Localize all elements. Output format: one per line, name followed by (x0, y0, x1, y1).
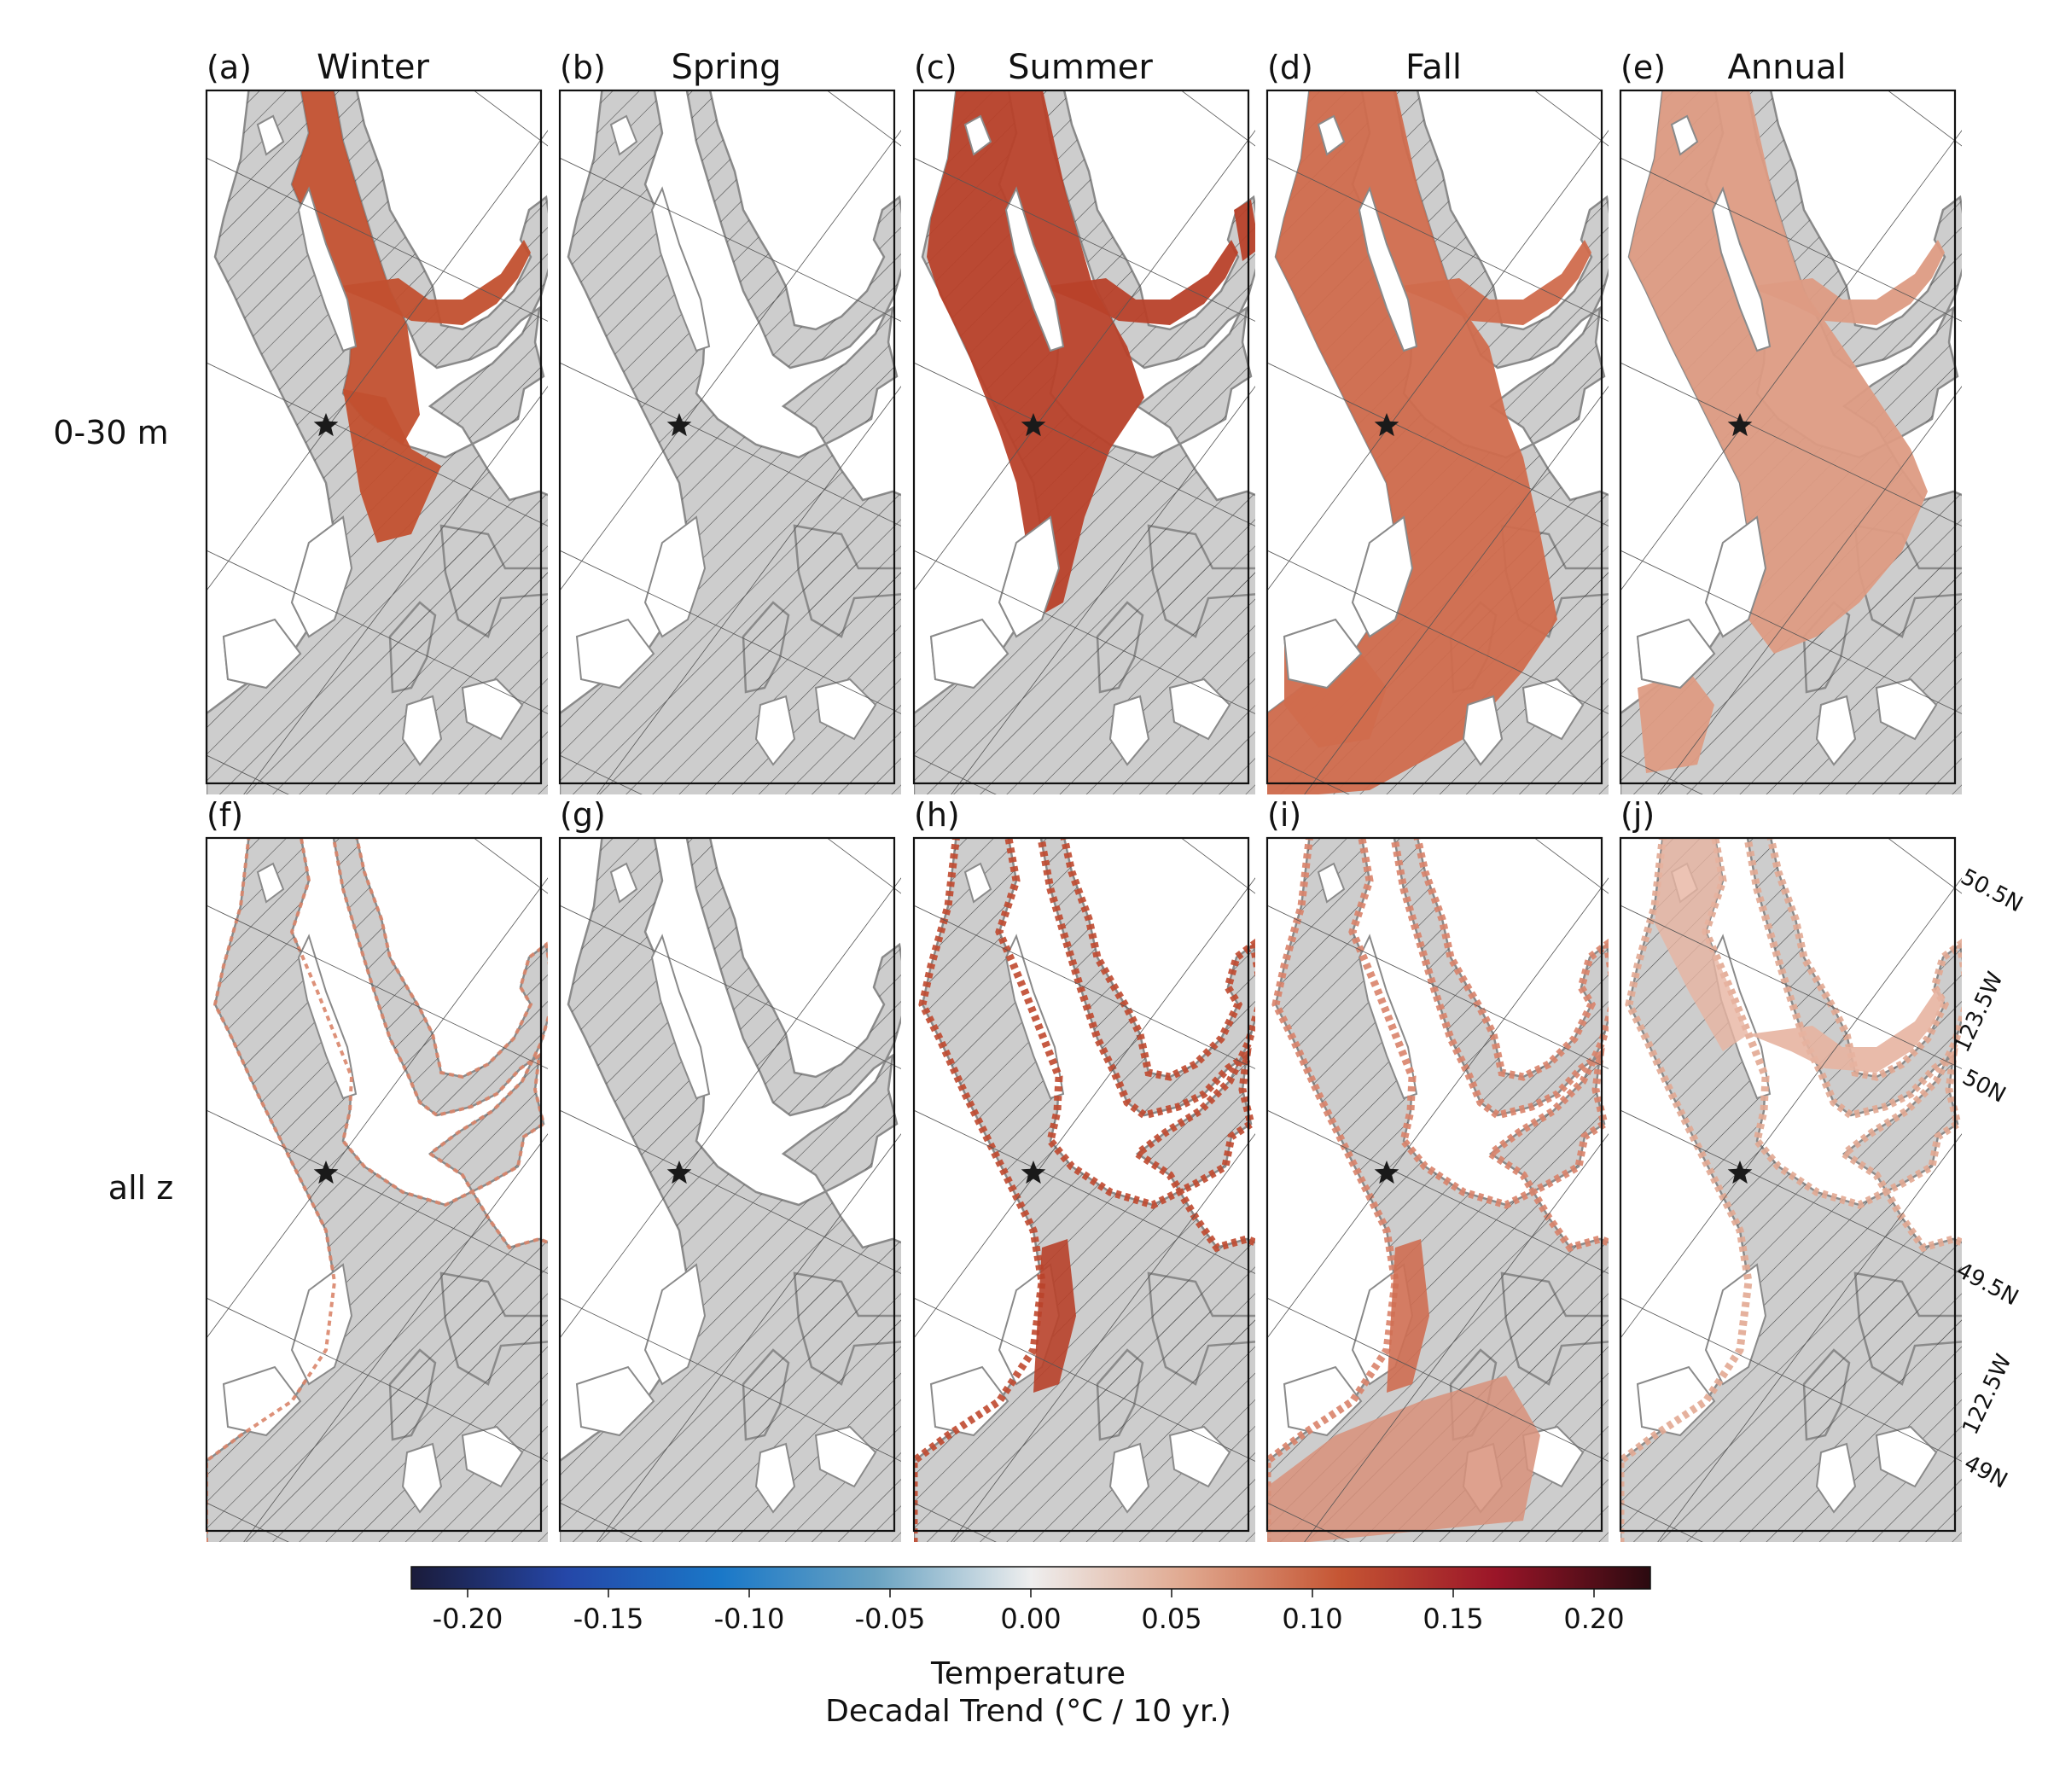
panel-letter: (b) (560, 49, 606, 86)
graticule (1267, 838, 1609, 1542)
colorbar: -0.20 -0.15 -0.10 -0.05 0.00 0.05 0.10 0.15 0.20… (410, 1566, 1651, 1729)
station-star-icon (666, 1161, 692, 1184)
colorbar-tick-label: 0.05 (1141, 1603, 1201, 1635)
significant-trend-edges (207, 838, 548, 1542)
row-label-all-depths: all z (108, 1169, 173, 1207)
panel-letter: (a) (207, 49, 252, 86)
panel-letter: (f) (207, 796, 243, 834)
graticule (207, 838, 548, 1542)
panel-letter: (d) (1267, 49, 1313, 86)
significant-trend-area (1267, 90, 1591, 794)
panel-letter: (e) (1620, 49, 1666, 86)
station-star-icon (1374, 1161, 1399, 1184)
graticule (560, 838, 901, 1542)
panel-season-title: Spring (671, 48, 781, 87)
map-panel: (b) Spring (558, 48, 901, 794)
panel-frame (1619, 89, 1957, 785)
colorbar-ticks: -0.20 -0.15 -0.10 -0.05 0.00 0.05 0.10 0.15 0.20 (433, 1589, 1625, 1635)
station-star-icon (1021, 413, 1046, 437)
panel-frame (558, 89, 896, 785)
station-star-icon (1374, 413, 1399, 437)
colorbar-tick-label: -0.10 (714, 1603, 785, 1635)
panel-season-title: Annual (1727, 48, 1846, 87)
row-label-surface: 0-30 m (53, 414, 168, 451)
panel-season-title: Winter (317, 48, 429, 87)
panel-letter: (c) (914, 49, 957, 86)
panel-frame (1619, 836, 1957, 1533)
station-star-icon (313, 1161, 339, 1184)
colorbar-tick-label: 0.15 (1423, 1603, 1483, 1635)
significant-trend-area (1629, 90, 1945, 773)
colorbar-tick-label: 0.00 (1000, 1603, 1061, 1635)
panel-season-title: Summer (1008, 48, 1153, 87)
longitude-label: 122.5W (1958, 1351, 2017, 1439)
panel-frame (1265, 89, 1603, 785)
station-star-icon (1021, 1161, 1046, 1184)
panel-frame (1265, 836, 1603, 1533)
colorbar-gradient (410, 1566, 1651, 1590)
colorbar-tick-label: 0.10 (1282, 1603, 1342, 1635)
panel-frame (558, 836, 896, 1533)
panel-letter: (j) (1620, 796, 1655, 834)
map-panel: (f) (205, 796, 548, 1542)
panel-letter: (i) (1267, 796, 1301, 834)
station-star-icon (313, 413, 339, 437)
panel-frame (205, 836, 543, 1533)
panel-letter: (h) (914, 796, 960, 834)
graticule (1620, 90, 1962, 794)
graticule (914, 90, 1255, 794)
map-panel: (h) (912, 796, 1255, 1542)
colorbar-tick-label: -0.05 (855, 1603, 926, 1635)
colorbar-title: Temperature (930, 1656, 1126, 1691)
station-star-icon (1727, 413, 1753, 437)
graticule (560, 90, 901, 794)
graticule (207, 90, 548, 794)
station-star-icon (666, 413, 692, 437)
latitude-label: 49N (1960, 1451, 2011, 1494)
panel-frame (912, 89, 1250, 785)
colorbar-tick-label: -0.20 (433, 1603, 503, 1635)
panel-letter: (g) (560, 796, 606, 834)
map-panels: (a) Winter (b) Spring (c) Summer (d) Fall (e) Ann… (205, 48, 1962, 1542)
colorbar-subtitle: Decadal Trend (°C / 10 yr.) (825, 1694, 1231, 1729)
significant-trend-area (223, 90, 531, 765)
significant-trend-area (927, 90, 1255, 765)
colorbar-tick-label: 0.20 (1563, 1603, 1624, 1635)
map-panel: (d) Fall (1265, 48, 1609, 794)
latitude-label: 49.5N (1952, 1258, 2022, 1312)
map-panel: (c) Summer (912, 48, 1255, 794)
panel-frame (205, 89, 543, 785)
panel-frame (912, 836, 1250, 1533)
map-panel: (a) Winter (205, 48, 548, 794)
graticule (914, 838, 1255, 1542)
station-star-icon (1727, 1161, 1753, 1184)
latitude-label: 50N (1958, 1065, 2010, 1108)
map-panel: (i) (1265, 796, 1609, 1542)
map-panel: (e) Annual (1619, 48, 1962, 794)
panel-season-title: Fall (1405, 48, 1462, 87)
graticule (1267, 90, 1609, 794)
map-panel: (g) (558, 796, 901, 1542)
map-panel: (j) (1619, 796, 1962, 1542)
latitude-label: 50.5N (1957, 864, 2027, 918)
significant-trend-edges (914, 838, 1255, 1542)
graticule (1620, 838, 1962, 1542)
colorbar-tick-label: -0.15 (573, 1603, 644, 1635)
